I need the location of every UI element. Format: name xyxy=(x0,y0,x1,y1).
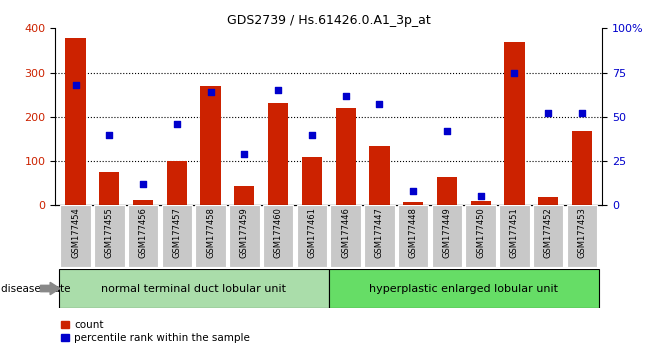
Text: GSM177458: GSM177458 xyxy=(206,207,215,258)
Bar xyxy=(268,103,288,205)
Bar xyxy=(364,205,395,267)
Point xyxy=(206,89,216,95)
Bar xyxy=(59,269,329,308)
Text: GSM177459: GSM177459 xyxy=(240,207,249,258)
Bar xyxy=(234,186,255,205)
Bar xyxy=(302,156,322,205)
Bar xyxy=(94,205,124,267)
Text: GSM177451: GSM177451 xyxy=(510,207,519,258)
Point xyxy=(273,87,283,93)
Text: hyperplastic enlarged lobular unit: hyperplastic enlarged lobular unit xyxy=(369,284,559,293)
Bar xyxy=(403,202,423,205)
Point xyxy=(374,102,385,107)
Point xyxy=(70,82,81,88)
Text: GSM177453: GSM177453 xyxy=(577,207,587,258)
Bar xyxy=(471,201,491,205)
Legend: count, percentile rank within the sample: count, percentile rank within the sample xyxy=(61,320,250,343)
Text: GSM177448: GSM177448 xyxy=(409,207,418,258)
Bar xyxy=(572,131,592,205)
Text: GSM177461: GSM177461 xyxy=(307,207,316,258)
Bar xyxy=(533,205,563,267)
Point xyxy=(475,194,486,199)
Point xyxy=(441,128,452,134)
Bar xyxy=(567,205,597,267)
Bar xyxy=(195,205,226,267)
Text: GSM177457: GSM177457 xyxy=(173,207,182,258)
Text: GSM177450: GSM177450 xyxy=(476,207,485,258)
Bar xyxy=(437,177,457,205)
Bar xyxy=(335,108,355,205)
Bar xyxy=(329,269,599,308)
Text: disease state: disease state xyxy=(1,284,70,293)
Point xyxy=(408,188,419,194)
Point xyxy=(340,93,351,98)
Bar xyxy=(167,161,187,205)
Bar xyxy=(297,205,327,267)
Text: GSM177452: GSM177452 xyxy=(544,207,553,258)
Text: GSM177455: GSM177455 xyxy=(105,207,114,258)
Bar xyxy=(66,38,86,205)
Text: GSM177460: GSM177460 xyxy=(273,207,283,258)
Title: GDS2739 / Hs.61426.0.A1_3p_at: GDS2739 / Hs.61426.0.A1_3p_at xyxy=(227,14,430,27)
Point xyxy=(138,181,148,187)
Bar xyxy=(133,200,153,205)
Bar xyxy=(331,205,361,267)
Bar xyxy=(369,147,389,205)
Point xyxy=(239,151,249,157)
Text: normal terminal duct lobular unit: normal terminal duct lobular unit xyxy=(102,284,286,293)
Bar xyxy=(61,205,90,267)
Bar xyxy=(99,172,120,205)
Text: GSM177449: GSM177449 xyxy=(443,207,451,258)
Bar xyxy=(229,205,260,267)
Point xyxy=(543,110,553,116)
Bar xyxy=(505,42,525,205)
Bar xyxy=(201,86,221,205)
Bar xyxy=(398,205,428,267)
Text: GSM177447: GSM177447 xyxy=(375,207,384,258)
Bar xyxy=(161,205,192,267)
Bar xyxy=(128,205,158,267)
Point xyxy=(104,132,115,137)
Point xyxy=(172,121,182,127)
Bar xyxy=(538,198,559,205)
Bar xyxy=(499,205,530,267)
Bar xyxy=(263,205,294,267)
Text: GSM177456: GSM177456 xyxy=(139,207,148,258)
Text: GSM177454: GSM177454 xyxy=(71,207,80,258)
Point xyxy=(509,70,519,75)
Bar xyxy=(432,205,462,267)
Point xyxy=(577,110,587,116)
Text: GSM177446: GSM177446 xyxy=(341,207,350,258)
Bar xyxy=(465,205,496,267)
Point xyxy=(307,132,317,137)
